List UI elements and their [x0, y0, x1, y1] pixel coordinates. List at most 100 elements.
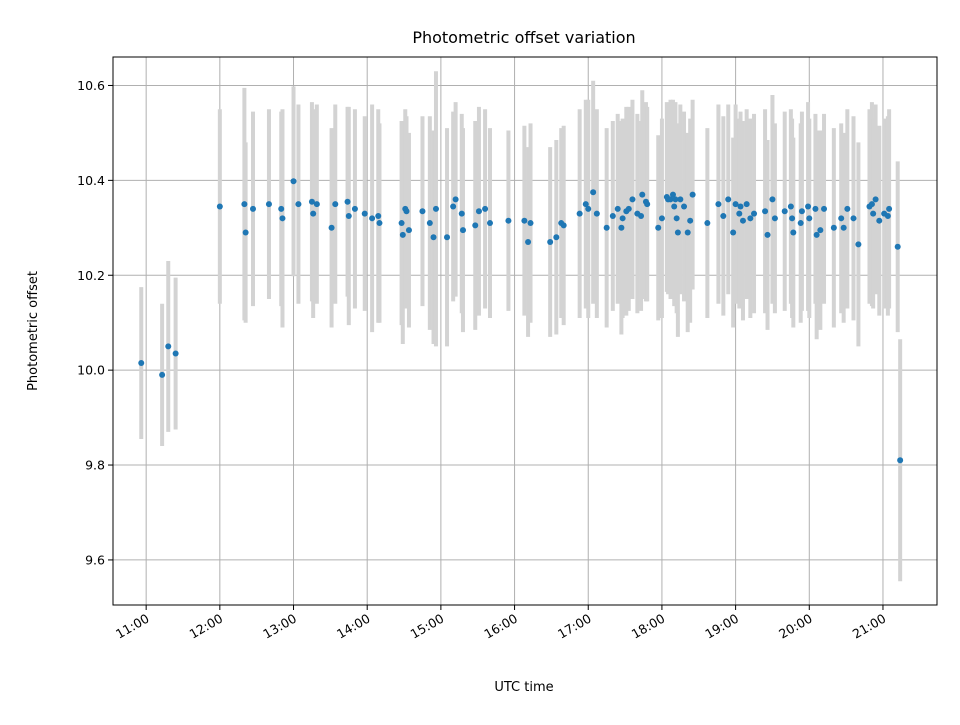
data-point	[687, 217, 694, 224]
data-point	[872, 196, 879, 203]
data-point	[886, 205, 893, 212]
data-point	[553, 234, 560, 241]
data-point	[894, 243, 901, 250]
data-point	[789, 215, 796, 222]
data-point	[242, 229, 249, 236]
data-point	[850, 215, 857, 222]
data-point	[618, 224, 625, 231]
data-point	[472, 222, 479, 229]
data-point	[295, 201, 302, 208]
y-tick-label: 10.2	[77, 268, 105, 283]
y-axis-label: Photometric offset	[26, 271, 41, 391]
data-point	[345, 212, 352, 219]
data-point	[308, 198, 315, 205]
plot-frame	[112, 56, 938, 606]
data-point	[619, 215, 626, 222]
data-point	[769, 196, 776, 203]
data-point	[450, 203, 457, 210]
data-point	[585, 205, 592, 212]
data-point	[855, 241, 862, 248]
data-point	[525, 239, 532, 246]
data-point	[609, 212, 616, 219]
data-point	[310, 210, 317, 217]
data-point	[704, 220, 711, 227]
data-point	[684, 229, 691, 236]
data-point	[375, 212, 382, 219]
data-point	[249, 205, 256, 212]
data-point	[771, 215, 778, 222]
data-point	[344, 198, 351, 205]
y-tick-label: 9.8	[85, 458, 105, 473]
data-point	[452, 196, 459, 203]
data-point	[658, 215, 665, 222]
data-markers	[138, 178, 904, 464]
data-point	[603, 224, 610, 231]
data-point	[790, 229, 797, 236]
data-point	[590, 189, 597, 196]
data-point	[426, 220, 433, 227]
data-point	[844, 205, 851, 212]
data-point	[279, 215, 286, 222]
data-point	[369, 215, 376, 222]
y-tick-label: 9.6	[85, 552, 105, 567]
data-point	[582, 201, 589, 208]
data-point	[313, 201, 320, 208]
data-point	[838, 215, 845, 222]
data-point	[870, 210, 877, 217]
data-point	[527, 220, 534, 227]
data-point	[797, 220, 804, 227]
data-point	[216, 203, 223, 210]
data-point	[840, 224, 847, 231]
data-point	[689, 191, 696, 198]
data-point	[672, 196, 679, 203]
data-point	[681, 203, 688, 210]
data-point	[419, 208, 426, 215]
data-point	[667, 196, 674, 203]
data-point	[432, 205, 439, 212]
data-point	[444, 234, 451, 241]
data-point	[172, 350, 179, 357]
data-point	[830, 224, 837, 231]
data-point	[376, 220, 383, 227]
data-point	[576, 210, 583, 217]
data-point	[673, 215, 680, 222]
data-point	[743, 201, 750, 208]
data-point	[361, 210, 368, 217]
y-tick-label: 10.6	[77, 78, 105, 93]
data-point	[482, 205, 489, 212]
data-point	[547, 239, 554, 246]
data-point	[475, 208, 482, 215]
data-point	[813, 231, 820, 238]
data-point	[625, 205, 632, 212]
data-point	[241, 201, 248, 208]
data-point	[405, 227, 412, 234]
data-point	[639, 191, 646, 198]
data-point	[521, 217, 528, 224]
data-point	[644, 201, 651, 208]
x-axis-label: UTC time	[494, 680, 553, 695]
data-point	[614, 205, 621, 212]
data-point	[732, 201, 739, 208]
data-point	[265, 201, 272, 208]
data-point	[351, 205, 358, 212]
data-point	[868, 201, 875, 208]
data-point	[398, 220, 405, 227]
data-point	[671, 203, 678, 210]
data-point	[762, 208, 769, 215]
data-point	[165, 343, 172, 350]
data-point	[884, 212, 891, 219]
data-point	[817, 227, 824, 234]
data-point	[720, 212, 727, 219]
data-point	[781, 208, 788, 215]
data-point	[787, 203, 794, 210]
data-point	[897, 457, 904, 464]
chart-title: Photometric offset variation	[412, 28, 635, 47]
data-point	[736, 210, 743, 217]
data-point	[430, 234, 437, 241]
data-point	[655, 224, 662, 231]
data-point	[560, 222, 567, 229]
data-point	[487, 220, 494, 227]
data-point	[629, 196, 636, 203]
data-point	[458, 210, 465, 217]
